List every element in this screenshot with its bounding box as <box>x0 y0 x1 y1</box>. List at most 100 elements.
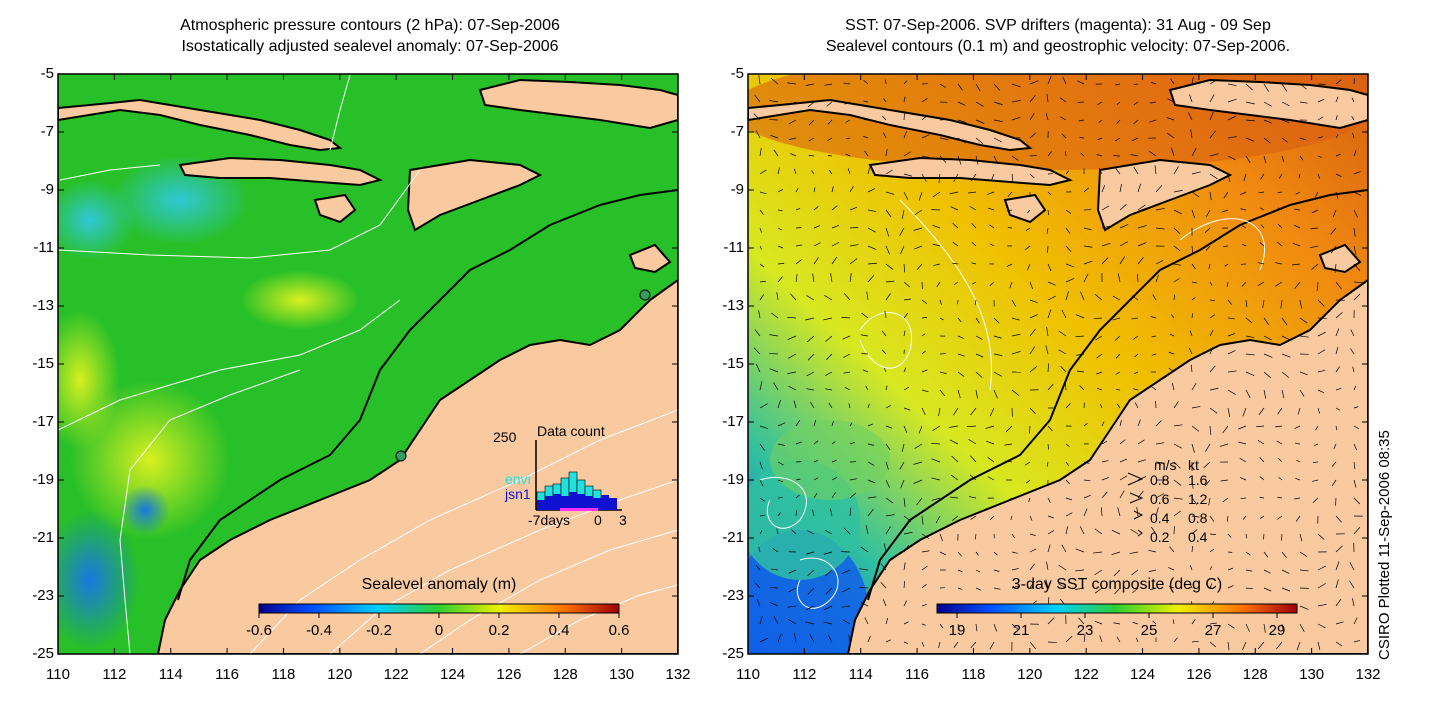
velocity-arrow <box>1005 460 1013 463</box>
velocity-arrow <box>1257 262 1265 265</box>
velocity-arrow <box>843 293 851 301</box>
velocity-arrow <box>993 371 1002 377</box>
velocity-arrow <box>1227 299 1233 305</box>
velocity-arrow <box>1173 294 1175 301</box>
velocity-legend-kt: 1.6 <box>1188 472 1208 488</box>
velocity-arrow <box>1114 335 1121 341</box>
velocity-arrow <box>990 515 995 520</box>
velocity-arrow <box>827 634 833 643</box>
velocity-arrow <box>1173 443 1182 449</box>
velocity-arrow <box>1191 497 1198 505</box>
velocity-arrow <box>1101 225 1111 229</box>
velocity-arrow <box>1317 583 1326 589</box>
velocity-arrow <box>1209 365 1216 373</box>
velocity-arrow <box>849 206 858 211</box>
velocity-arrow <box>812 509 815 517</box>
velocity-arrow <box>1115 167 1121 175</box>
velocity-arrow <box>1060 365 1067 373</box>
velocity-arrow <box>921 533 930 539</box>
velocity-arrow <box>1335 191 1339 199</box>
velocity-arrow <box>938 407 941 417</box>
velocity-arrow <box>1317 603 1327 607</box>
velocity-arrow <box>1245 101 1255 105</box>
velocity-arrow <box>975 371 983 378</box>
velocity-arrow <box>1029 95 1036 103</box>
velocity-arrow <box>1168 567 1175 571</box>
velocity-arrow <box>1191 245 1194 254</box>
velocity-arrow <box>1065 245 1072 253</box>
velocity-arrow <box>1173 479 1182 486</box>
velocity-arrow <box>825 569 833 577</box>
velocity-arrow <box>849 422 853 427</box>
velocity-arrow <box>1239 457 1247 463</box>
velocity-arrow <box>1259 457 1265 463</box>
velocity-arrow <box>773 616 779 625</box>
velocity-arrow <box>788 137 797 140</box>
velocity-arrow <box>1209 425 1212 435</box>
velocity-arrow <box>939 317 944 321</box>
velocity-arrow <box>756 598 761 607</box>
velocity-arrow <box>826 353 833 361</box>
velocity-arrow <box>1137 273 1139 283</box>
velocity-arrow <box>1276 241 1283 247</box>
left-title-line1: Atmospheric pressure contours (2 hPa): 0… <box>180 17 560 34</box>
velocity-arrow <box>913 227 923 231</box>
velocity-arrow <box>903 281 911 288</box>
velocity-arrow <box>1097 137 1103 141</box>
velocity-arrow <box>777 633 782 643</box>
velocity-arrow <box>1011 551 1018 554</box>
velocity-arrow <box>867 262 877 265</box>
velocity-arrow <box>914 245 923 250</box>
velocity-arrow <box>1047 245 1049 253</box>
velocity-arrow <box>1189 94 1193 103</box>
velocity-arrow <box>1191 147 1197 157</box>
velocity-arrow <box>1317 173 1321 179</box>
velocity-arrow <box>1281 155 1285 163</box>
left-y-tick-label: -23 <box>32 587 54 604</box>
velocity-arrow <box>957 137 966 144</box>
velocity-arrow <box>1299 101 1308 104</box>
velocity-arrow <box>1116 119 1121 124</box>
velocity-arrow <box>827 137 833 141</box>
velocity-arrow <box>1335 173 1342 177</box>
velocity-arrow <box>1294 281 1301 289</box>
velocity-arrow <box>777 227 782 231</box>
velocity-arrow <box>1076 353 1085 356</box>
velocity-arrow <box>776 292 779 301</box>
velocity-arrow <box>1011 317 1020 321</box>
right-y-tick-label: -5 <box>730 65 744 82</box>
velocity-arrow <box>1263 371 1272 379</box>
velocity-arrow <box>1227 350 1236 355</box>
colorbar-tick-label: 23 <box>1076 622 1094 639</box>
velocity-arrow <box>953 281 959 286</box>
velocity-arrow <box>841 587 851 593</box>
right-x-tick-label: 124 <box>1130 666 1156 683</box>
velocity-arrow <box>903 581 905 589</box>
velocity-arrow <box>1114 137 1121 142</box>
velocity-arrow <box>867 461 875 466</box>
velocity-arrow <box>1117 507 1121 517</box>
velocity-arrow <box>1065 636 1073 643</box>
velocity-arrow <box>884 310 887 319</box>
velocity-arrow <box>1349 580 1355 589</box>
velocity-arrow <box>759 425 769 430</box>
velocity-arrow <box>795 478 801 481</box>
velocity-arrow <box>1112 317 1121 321</box>
velocity-arrow <box>885 209 892 218</box>
velocity-arrow <box>1046 461 1049 467</box>
velocity-arrow <box>1209 346 1214 355</box>
velocity-arrow <box>885 405 891 409</box>
velocity-arrow <box>913 461 923 465</box>
colorbar-tick-label: 19 <box>948 622 966 639</box>
velocity-arrow <box>813 257 819 265</box>
velocity-arrow <box>952 222 959 229</box>
velocity-arrow <box>1349 562 1355 571</box>
sst-colorbar-title: 3-day SST composite (deg C) <box>1011 576 1223 593</box>
velocity-arrow <box>1299 533 1303 542</box>
axis-ticks <box>57 73 1369 655</box>
velocity-arrow <box>1309 245 1319 249</box>
velocity-arrow <box>952 515 959 521</box>
velocity-arrow <box>1133 119 1139 125</box>
velocity-arrow <box>882 599 887 607</box>
velocity-arrow <box>824 83 833 86</box>
